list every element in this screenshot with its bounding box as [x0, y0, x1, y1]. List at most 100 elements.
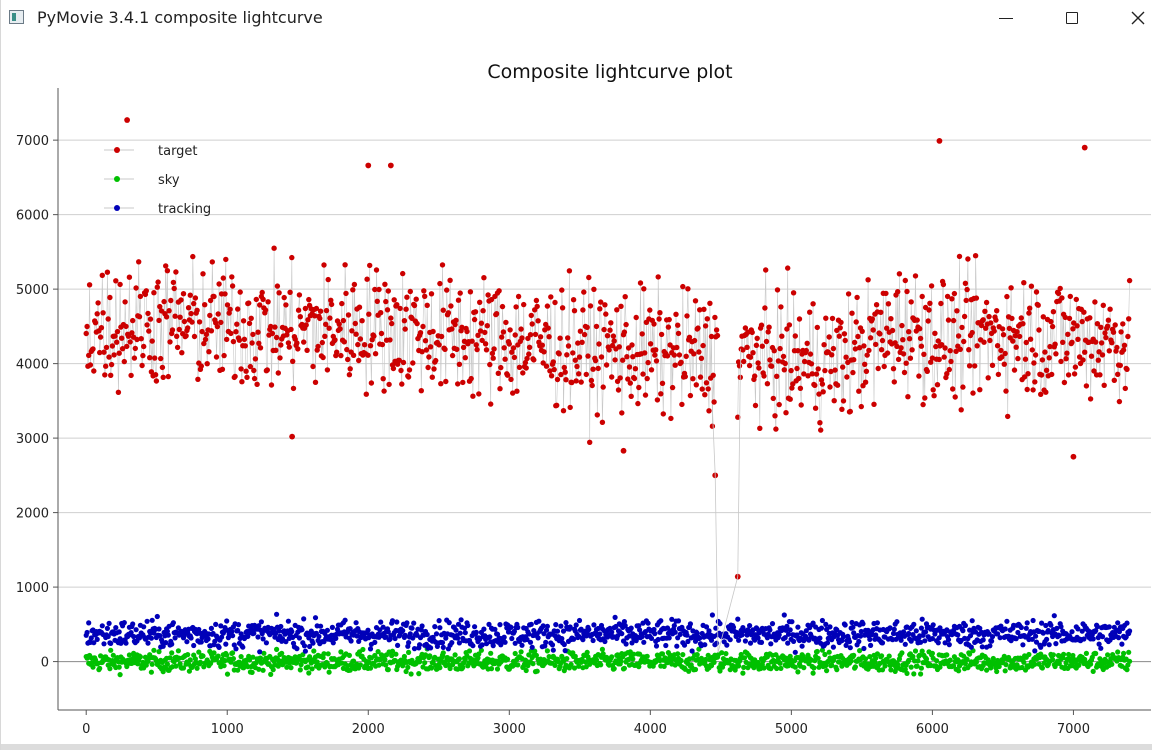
series-target-point: [758, 322, 765, 328]
series-tracking-point: [887, 625, 893, 631]
plot-title: Composite lightcurve plot: [487, 61, 732, 83]
series-target-point: [346, 372, 353, 378]
series-tracking-point: [918, 639, 924, 645]
series-target-point: [713, 327, 720, 333]
series-target-point: [807, 351, 814, 357]
series-target-point: [101, 349, 107, 355]
series-tracking-point: [558, 623, 564, 629]
series-sky-point: [108, 647, 114, 653]
series-tracking-point: [684, 632, 690, 638]
series-tracking-point: [527, 639, 534, 645]
series-tracking-point: [708, 637, 715, 643]
series-tracking-point: [908, 638, 914, 644]
series-target-point: [821, 342, 827, 348]
series-sky-point: [1124, 667, 1130, 673]
y-tick-label: 6000: [16, 209, 49, 224]
series-tracking-point: [219, 634, 225, 640]
series-sky-point: [919, 648, 925, 654]
series-target-point: [777, 345, 783, 352]
series-sky-point: [311, 648, 317, 654]
series-tracking-point: [149, 617, 155, 623]
series-target-point: [286, 344, 292, 350]
series-target-point: [1021, 280, 1027, 286]
series-target-point: [945, 317, 952, 323]
series-target-point: [188, 310, 194, 317]
series-target-point: [209, 259, 215, 265]
series-target-point: [883, 290, 889, 297]
series-sky-point: [476, 651, 482, 657]
series-tracking-point: [677, 631, 683, 638]
series-target-point: [918, 343, 925, 349]
series-target-point: [339, 300, 345, 307]
series-tracking-point: [595, 625, 601, 632]
series-target-point: [305, 317, 311, 323]
series-tracking-point: [1004, 618, 1010, 624]
series-tracking-point: [543, 639, 549, 646]
series-target-point: [499, 334, 505, 340]
series-sky-point: [906, 657, 912, 664]
title-bar[interactable]: PyMovie 3.4.1 composite lightcurve: [1, 0, 1152, 38]
lightcurve-plot[interactable]: Composite lightcurve plot 01000200030004…: [1, 38, 1152, 744]
series-sky-point: [1061, 651, 1067, 657]
minimize-button[interactable]: [983, 0, 1029, 36]
series-tracking-point: [318, 623, 324, 629]
series-target-point: [178, 297, 184, 303]
series-target-point: [752, 373, 758, 379]
series-sky-point: [1026, 651, 1032, 658]
series-target-point: [617, 375, 623, 381]
series-target-point: [149, 338, 155, 344]
series-target-point: [527, 332, 534, 338]
series-sky-point: [824, 668, 830, 674]
series-target-point: [861, 343, 867, 349]
series-target-gap-line: [711, 348, 741, 653]
series-sky-point: [149, 661, 155, 667]
maximize-button[interactable]: [1049, 0, 1095, 36]
series-target-point: [275, 370, 281, 376]
series-sky-point: [829, 662, 835, 668]
series-target-point: [87, 362, 94, 368]
series-target-point: [488, 296, 495, 303]
series-target-point: [185, 305, 192, 311]
series-sky-point: [680, 652, 686, 658]
series-sky-point: [403, 668, 409, 675]
series-target-point: [752, 402, 759, 409]
series-sky-point: [834, 667, 840, 673]
series-target-point: [452, 321, 458, 328]
series-tracking-point: [299, 627, 305, 633]
series-sky-point: [692, 666, 699, 673]
series-target-point: [962, 280, 969, 286]
series-sky-point: [224, 652, 230, 658]
series-target-point: [397, 305, 403, 312]
series-tracking-point: [560, 628, 567, 634]
x-tick-label: 0: [82, 722, 90, 737]
series-tracking-point: [535, 635, 541, 641]
series-target-point: [592, 357, 599, 364]
series-target-point: [1018, 315, 1024, 321]
series-target-point: [1101, 382, 1107, 388]
series-tracking-point: [559, 636, 565, 642]
series-target-point: [516, 364, 523, 370]
series-tracking-point: [156, 626, 162, 632]
series-target-point: [626, 364, 633, 370]
series-tracking-point: [1093, 628, 1099, 634]
series-sky-point: [90, 664, 96, 670]
series-target-point: [273, 347, 279, 353]
series-sky-point: [194, 665, 200, 671]
series-target-point: [1010, 338, 1016, 344]
series-tracking-point: [411, 620, 417, 626]
series-tracking-point: [502, 639, 508, 645]
series-target-point: [177, 314, 183, 320]
series-target-point: [850, 369, 856, 376]
series-sky-point: [200, 653, 206, 659]
series-tracking-point: [256, 623, 262, 629]
series-target-point: [97, 349, 103, 356]
series-target-point: [924, 368, 930, 374]
series-target-point: [272, 324, 278, 330]
series-tracking-point: [898, 637, 904, 643]
series-target-point: [584, 324, 590, 330]
series-target-point: [633, 314, 639, 321]
close-button[interactable]: [1115, 0, 1152, 36]
series-target-point: [1033, 289, 1040, 295]
series-tracking-point: [411, 646, 418, 652]
series-target-point: [754, 335, 760, 341]
